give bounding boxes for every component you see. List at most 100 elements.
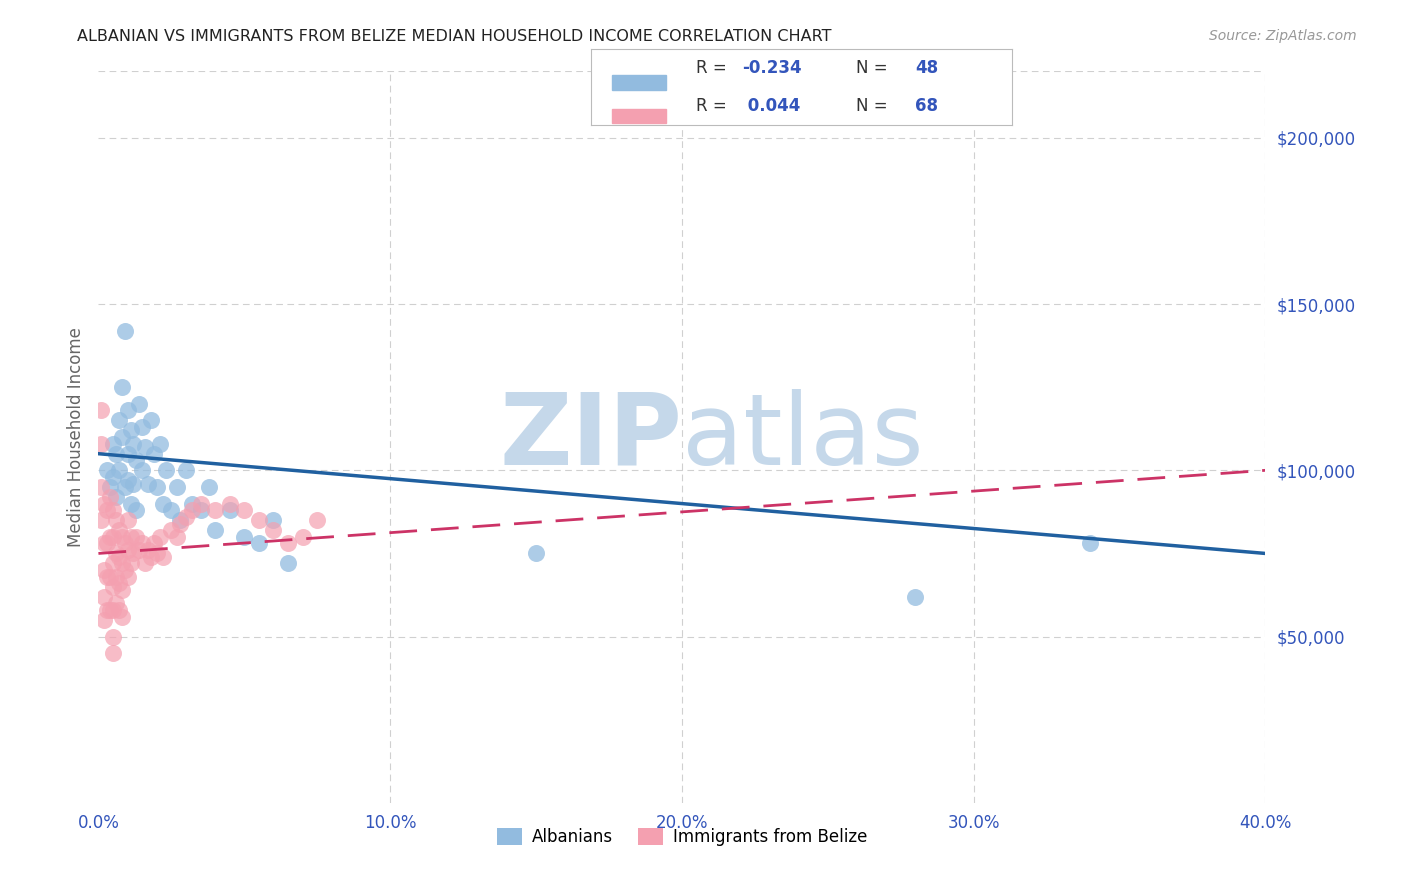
Point (90, 436, 112, 450)
Point (108, 463, 131, 477)
Point (117, 570, 139, 584)
Point (262, 513, 284, 527)
Point (125, 530, 148, 544)
Text: N =: N = (856, 59, 893, 77)
Point (120, 497, 142, 511)
Point (120, 530, 142, 544)
Point (131, 536, 153, 550)
Point (90, 513, 112, 527)
Point (108, 523, 131, 537)
Text: 48: 48 (915, 59, 938, 77)
Point (125, 503, 148, 517)
Point (131, 420, 153, 434)
Point (101, 557, 124, 571)
Point (204, 523, 226, 537)
Point (155, 463, 177, 477)
Point (98, 490, 121, 504)
Point (139, 413, 162, 427)
Point (307, 513, 329, 527)
Point (93, 613, 115, 627)
Point (152, 549, 174, 564)
Point (114, 563, 136, 577)
Point (104, 513, 127, 527)
Point (108, 413, 131, 427)
Point (101, 646, 124, 660)
Point (114, 480, 136, 494)
Point (93, 590, 115, 604)
Point (139, 549, 162, 564)
Point (96, 603, 118, 617)
Point (169, 516, 191, 531)
Point (136, 543, 159, 558)
Point (904, 590, 927, 604)
Point (160, 503, 183, 517)
Point (98, 480, 121, 494)
Point (146, 480, 169, 494)
Point (114, 324, 136, 338)
Point (101, 580, 124, 594)
Point (166, 530, 188, 544)
Point (134, 557, 156, 571)
Point (218, 497, 240, 511)
Text: ZIP: ZIP (499, 389, 682, 485)
Point (104, 570, 127, 584)
Text: ALBANIAN VS IMMIGRANTS FROM BELIZE MEDIAN HOUSEHOLD INCOME CORRELATION CHART: ALBANIAN VS IMMIGRANTS FROM BELIZE MEDIA… (77, 29, 832, 44)
Point (277, 536, 299, 550)
Point (111, 430, 134, 444)
Point (117, 543, 139, 558)
Point (108, 549, 131, 564)
Point (93, 497, 115, 511)
Point (122, 476, 145, 491)
Text: 68: 68 (915, 97, 938, 115)
Point (204, 503, 226, 517)
Point (101, 630, 124, 644)
Point (111, 380, 134, 394)
Text: R =: R = (696, 97, 733, 115)
Point (160, 523, 183, 537)
Point (291, 530, 314, 544)
Point (190, 497, 212, 511)
Point (149, 436, 172, 450)
Text: N =: N = (856, 97, 893, 115)
Point (142, 536, 165, 550)
Point (1080, 536, 1102, 550)
Point (98, 530, 121, 544)
Text: atlas: atlas (682, 389, 924, 485)
Point (120, 424, 142, 438)
Point (233, 503, 256, 517)
Point (247, 513, 270, 527)
Point (114, 536, 136, 550)
Bar (612, 109, 666, 123)
Point (149, 530, 172, 544)
Point (108, 576, 131, 591)
Point (218, 503, 240, 517)
Point (104, 490, 127, 504)
Point (262, 523, 284, 537)
Point (524, 546, 547, 560)
Point (180, 497, 202, 511)
Point (152, 497, 174, 511)
Point (233, 530, 256, 544)
Point (96, 503, 118, 517)
Point (101, 530, 124, 544)
Bar (612, 75, 666, 90)
Point (104, 447, 127, 461)
Point (101, 503, 124, 517)
Point (111, 609, 134, 624)
Point (111, 557, 134, 571)
Point (101, 603, 124, 617)
Point (93, 536, 115, 550)
Point (108, 603, 131, 617)
Point (117, 447, 139, 461)
Point (277, 557, 299, 571)
Point (90, 480, 112, 494)
Text: R =: R = (696, 59, 733, 77)
Point (101, 436, 124, 450)
Point (96, 570, 118, 584)
Point (131, 463, 153, 477)
Point (111, 530, 134, 544)
Legend: Albanians, Immigrants from Belize: Albanians, Immigrants from Belize (491, 822, 873, 853)
Point (120, 557, 142, 571)
Point (174, 463, 197, 477)
Point (142, 447, 165, 461)
